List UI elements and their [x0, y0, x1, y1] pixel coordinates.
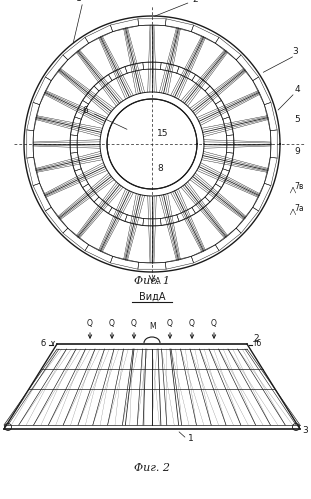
Text: 15: 15	[157, 129, 169, 138]
Text: Q: Q	[109, 319, 115, 328]
Text: тб: тб	[253, 339, 262, 348]
Polygon shape	[4, 344, 300, 429]
Text: ВидA: ВидA	[139, 292, 165, 302]
Text: 3: 3	[302, 426, 308, 435]
Text: 7в: 7в	[294, 182, 303, 191]
Text: 7а: 7а	[294, 204, 304, 213]
Text: 5: 5	[294, 115, 300, 124]
Text: б: б	[40, 339, 46, 348]
Text: 1: 1	[76, 0, 82, 3]
Polygon shape	[107, 99, 197, 189]
Text: 3: 3	[292, 46, 298, 55]
Text: 2: 2	[253, 334, 259, 343]
Text: 8: 8	[157, 164, 163, 173]
Text: Φиг. 2: Φиг. 2	[134, 463, 170, 473]
Text: 6: 6	[82, 106, 88, 115]
Text: Q: Q	[189, 319, 195, 328]
Text: Φиг. 1: Φиг. 1	[134, 276, 170, 286]
Text: M: M	[150, 322, 156, 331]
Text: Q: Q	[167, 319, 173, 328]
Text: Q: Q	[87, 319, 93, 328]
Text: 9: 9	[294, 147, 300, 156]
Text: 4: 4	[295, 85, 301, 94]
Text: A: A	[155, 276, 161, 285]
Text: Q: Q	[131, 319, 137, 328]
Text: Q: Q	[211, 319, 217, 328]
Text: 2: 2	[193, 0, 198, 4]
Text: 1: 1	[188, 434, 194, 443]
